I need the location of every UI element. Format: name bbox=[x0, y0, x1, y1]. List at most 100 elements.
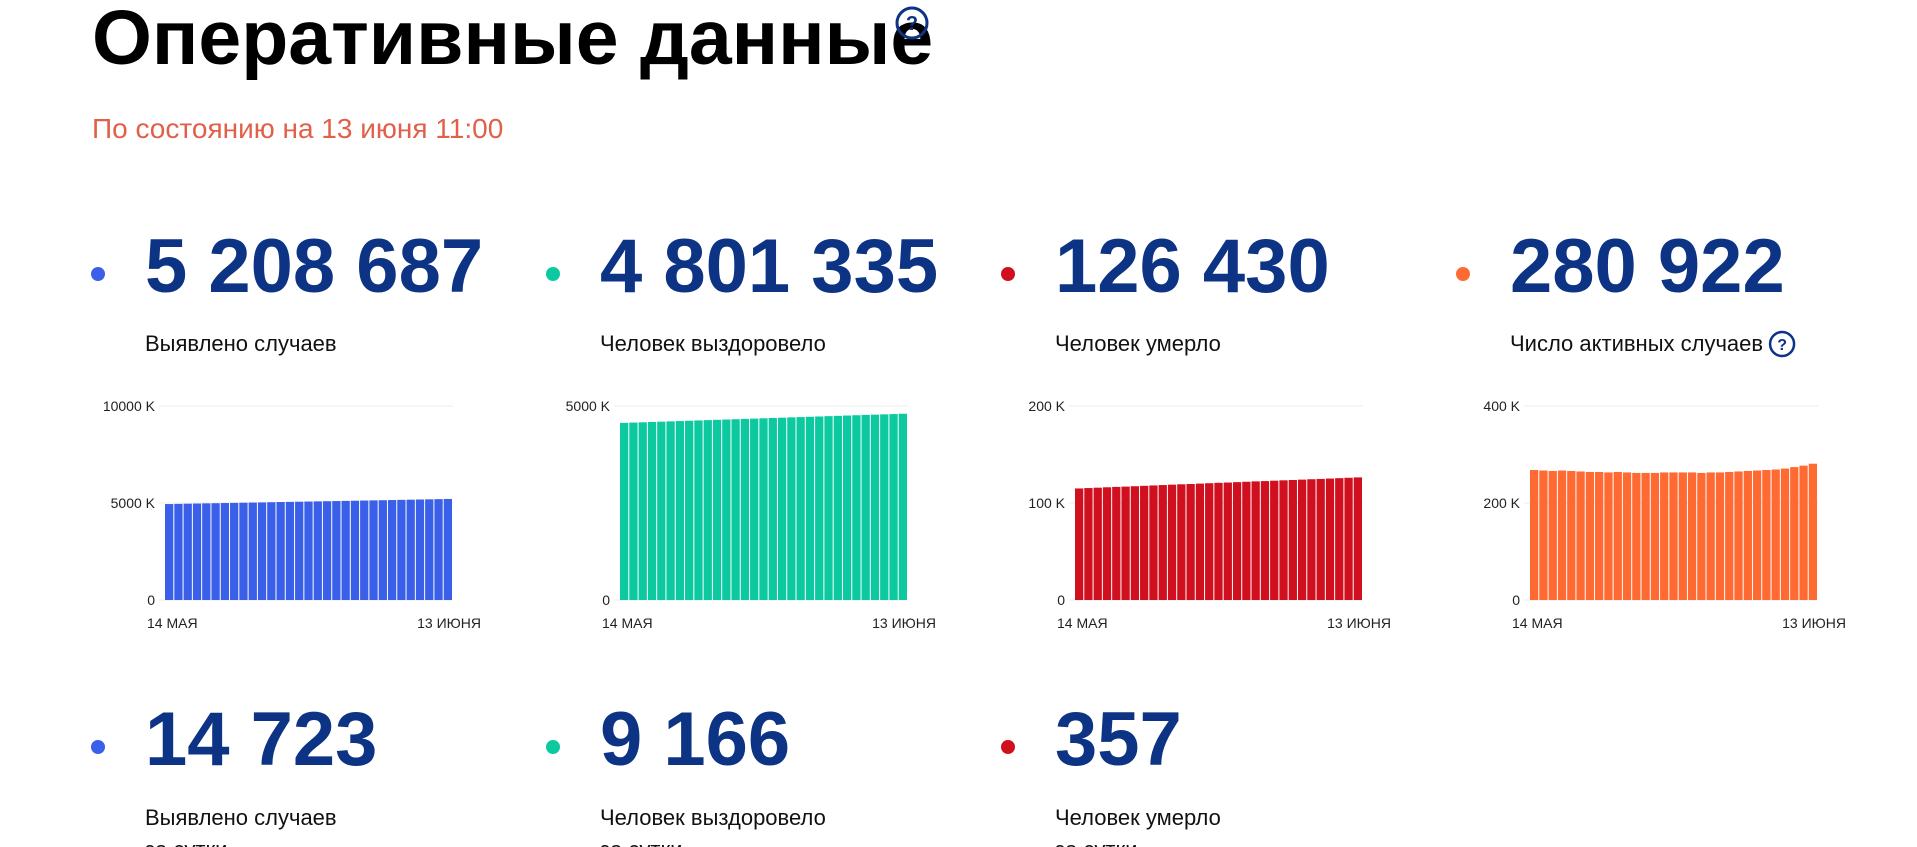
bar bbox=[861, 414, 870, 600]
bar bbox=[341, 500, 350, 600]
bar bbox=[731, 419, 740, 600]
bar bbox=[629, 422, 638, 600]
bar bbox=[870, 414, 880, 600]
y-tick-label: 5000 K bbox=[566, 398, 611, 414]
bar bbox=[1140, 485, 1149, 600]
bar bbox=[406, 499, 415, 600]
y-tick-label: 5000 K bbox=[111, 495, 156, 511]
bar bbox=[1622, 472, 1632, 600]
bar bbox=[712, 419, 722, 600]
bar bbox=[434, 499, 443, 600]
stat-label: Человек выздоровело bbox=[600, 331, 826, 356]
bar bbox=[1214, 482, 1223, 600]
bar bbox=[1149, 485, 1158, 600]
bar bbox=[1743, 470, 1752, 600]
bar bbox=[397, 499, 406, 600]
bar bbox=[1325, 478, 1335, 600]
bar bbox=[202, 503, 211, 600]
bar bbox=[1251, 481, 1260, 600]
bar bbox=[777, 417, 787, 600]
bar bbox=[1790, 467, 1799, 600]
y-tick-label: 400 K bbox=[1483, 398, 1520, 414]
bar bbox=[805, 416, 815, 600]
bar bbox=[1121, 486, 1130, 600]
bar bbox=[248, 502, 257, 600]
bar bbox=[369, 500, 378, 600]
bar bbox=[703, 420, 712, 600]
stat-value: 14 723 bbox=[145, 697, 377, 782]
bar bbox=[360, 500, 369, 600]
bar bbox=[425, 499, 434, 600]
bar bbox=[1650, 472, 1660, 600]
bar bbox=[694, 420, 703, 600]
bar bbox=[666, 421, 675, 600]
y-tick-label: 10000 K bbox=[103, 398, 156, 414]
bar bbox=[1585, 471, 1595, 600]
bar bbox=[220, 503, 230, 600]
help-button[interactable]: ? bbox=[1768, 330, 1796, 358]
bar bbox=[230, 502, 239, 600]
bar bbox=[239, 502, 248, 600]
bar bbox=[1344, 477, 1353, 600]
bar bbox=[332, 501, 341, 600]
bar bbox=[898, 413, 907, 600]
y-tick-label: 0 bbox=[1512, 592, 1520, 608]
stat-label: за сутки bbox=[145, 837, 227, 847]
bar bbox=[1725, 471, 1734, 600]
bar bbox=[350, 500, 360, 600]
status-dot bbox=[91, 267, 105, 281]
bar bbox=[1595, 471, 1604, 600]
bar bbox=[1567, 470, 1576, 600]
y-tick-label: 0 bbox=[602, 592, 610, 608]
bar bbox=[1548, 470, 1557, 600]
bar bbox=[257, 502, 267, 600]
y-tick-label: 0 bbox=[1057, 592, 1065, 608]
bar bbox=[1780, 468, 1790, 600]
bar bbox=[1112, 486, 1121, 600]
bar bbox=[1316, 478, 1325, 600]
bar bbox=[740, 418, 750, 600]
bar bbox=[1539, 470, 1548, 600]
x-tick-label: 13 ИЮНЯ bbox=[417, 615, 481, 631]
bar bbox=[1102, 487, 1112, 600]
bar bbox=[1242, 481, 1251, 600]
bar bbox=[322, 501, 332, 600]
bar bbox=[285, 501, 295, 600]
bar bbox=[647, 421, 657, 600]
stat-label: за сутки bbox=[1055, 837, 1137, 847]
bar bbox=[1093, 487, 1102, 600]
bar bbox=[1669, 472, 1678, 600]
bar bbox=[1232, 482, 1242, 600]
bar bbox=[796, 417, 805, 600]
status-dot bbox=[546, 740, 560, 754]
bar bbox=[1752, 470, 1762, 600]
help-button[interactable]: ? bbox=[895, 6, 929, 40]
bar bbox=[1075, 488, 1084, 600]
stat-label: Человек умерло bbox=[1055, 331, 1221, 356]
bar bbox=[1353, 477, 1362, 600]
bar bbox=[1186, 483, 1195, 600]
bar bbox=[313, 501, 322, 600]
bar bbox=[1557, 470, 1567, 600]
bar bbox=[1613, 471, 1622, 600]
bar bbox=[211, 503, 220, 600]
status-dot bbox=[1001, 267, 1015, 281]
bar bbox=[1762, 470, 1771, 600]
y-tick-label: 200 K bbox=[1483, 495, 1520, 511]
bar bbox=[1158, 485, 1167, 600]
bar bbox=[1270, 480, 1279, 600]
x-tick-label: 14 МАЯ bbox=[602, 615, 653, 631]
y-tick-label: 100 K bbox=[1028, 495, 1065, 511]
bar bbox=[192, 503, 202, 600]
bar bbox=[1223, 482, 1232, 600]
bar bbox=[267, 502, 276, 600]
bar bbox=[1604, 472, 1613, 600]
bar bbox=[815, 416, 824, 600]
bar bbox=[1706, 472, 1715, 600]
bar bbox=[750, 418, 759, 600]
bar bbox=[889, 414, 898, 600]
bar bbox=[722, 419, 731, 600]
bar bbox=[1697, 472, 1706, 600]
x-tick-label: 14 МАЯ bbox=[1512, 615, 1563, 631]
